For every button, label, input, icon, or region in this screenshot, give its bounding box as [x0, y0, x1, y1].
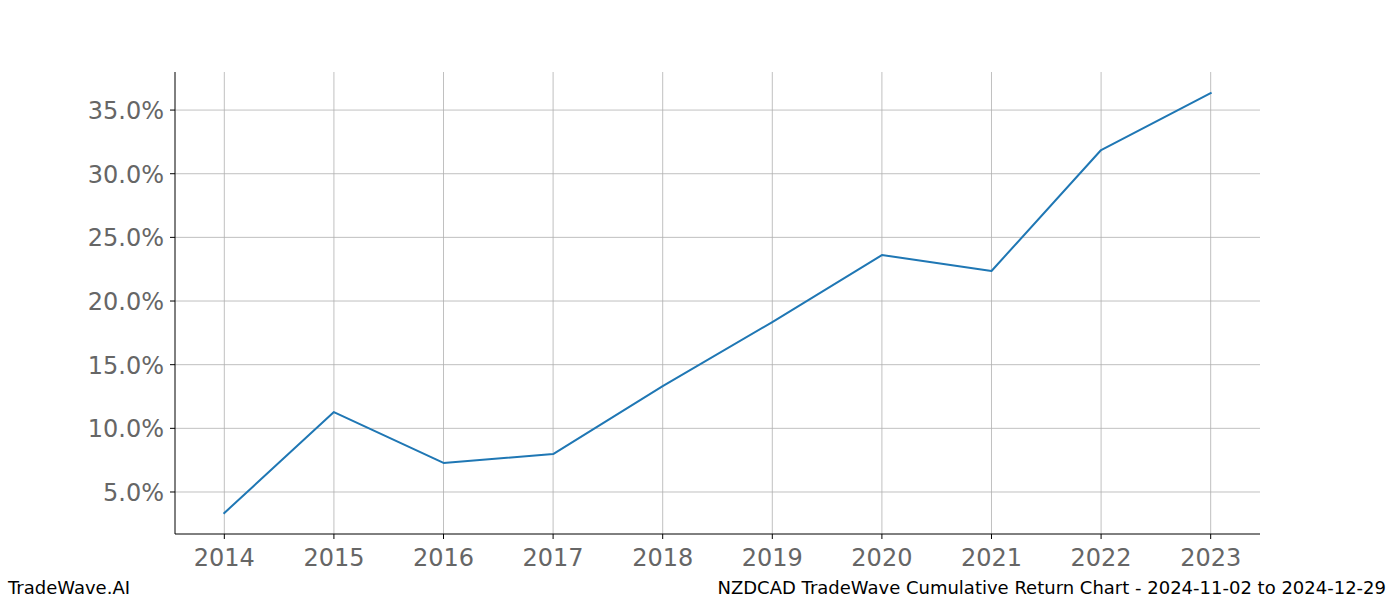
y-tick-label: 5.0% — [103, 479, 164, 507]
y-tick-label: 15.0% — [88, 352, 164, 380]
x-tick-label: 2021 — [961, 544, 1022, 572]
y-tick-label: 35.0% — [88, 97, 164, 125]
source-label: TradeWave.AI — [7, 577, 130, 598]
x-tick-label: 2019 — [742, 544, 803, 572]
chart-root: 2014 2015 2016 2017 2018 2019 2020 2021 2022 2023… — [0, 0, 1400, 600]
y-grid-line — [175, 491, 1260, 492]
x-tick — [333, 534, 334, 539]
y-grid-line — [175, 364, 1260, 365]
x-tick-label: 2018 — [632, 544, 693, 572]
chart-title: NZDCAD TradeWave Cumulative Return Chart… — [717, 577, 1386, 598]
x-grid-line — [443, 72, 444, 534]
y-tick — [170, 301, 175, 302]
x-grid-line — [772, 72, 773, 534]
x-tick — [772, 534, 773, 539]
y-grid-line — [175, 110, 1260, 111]
x-tick-label: 2020 — [851, 544, 912, 572]
x-tick — [662, 534, 663, 539]
x-tick — [1101, 534, 1102, 539]
x-tick — [1210, 534, 1211, 539]
y-tick — [170, 173, 175, 174]
y-tick — [170, 237, 175, 238]
x-axis-line — [175, 534, 1260, 535]
x-grid-line — [881, 72, 882, 534]
y-axis-line — [175, 72, 176, 534]
x-tick — [443, 534, 444, 539]
y-tick-label: 20.0% — [88, 288, 164, 316]
y-grid-line — [175, 173, 1260, 174]
x-grid-line — [333, 72, 334, 534]
x-grid-line — [553, 72, 554, 534]
y-tick — [170, 110, 175, 111]
y-grid-line — [175, 428, 1260, 429]
x-tick-label: 2022 — [1071, 544, 1132, 572]
x-tick — [991, 534, 992, 539]
axes: 2014 2015 2016 2017 2018 2019 2020 2021 2022 2023… — [88, 72, 1260, 572]
y-tick-label: 10.0% — [88, 415, 164, 443]
y-grid-line — [175, 237, 1260, 238]
x-tick-label: 2014 — [194, 544, 255, 572]
x-tick-label: 2015 — [303, 544, 364, 572]
x-tick-label: 2017 — [523, 544, 584, 572]
x-grid-line — [224, 72, 225, 534]
x-tick — [224, 534, 225, 539]
x-tick-label: 2023 — [1180, 544, 1241, 572]
y-tick — [170, 364, 175, 365]
chart: 2014 2015 2016 2017 2018 2019 2020 2021 2022 2023… — [0, 0, 1400, 600]
plot-data — [224, 93, 1210, 513]
y-tick-label: 30.0% — [88, 161, 164, 189]
grid — [175, 72, 1260, 534]
x-tick-label: 2016 — [413, 544, 474, 572]
x-tick — [881, 534, 882, 539]
x-tick — [553, 534, 554, 539]
series-line — [224, 93, 1210, 513]
y-grid-line — [175, 301, 1260, 302]
y-tick-label: 25.0% — [88, 224, 164, 252]
x-grid-line — [1101, 72, 1102, 534]
y-tick — [170, 428, 175, 429]
x-grid-line — [991, 72, 992, 534]
x-grid-line — [662, 72, 663, 534]
x-grid-line — [1210, 72, 1211, 534]
y-tick — [170, 491, 175, 492]
